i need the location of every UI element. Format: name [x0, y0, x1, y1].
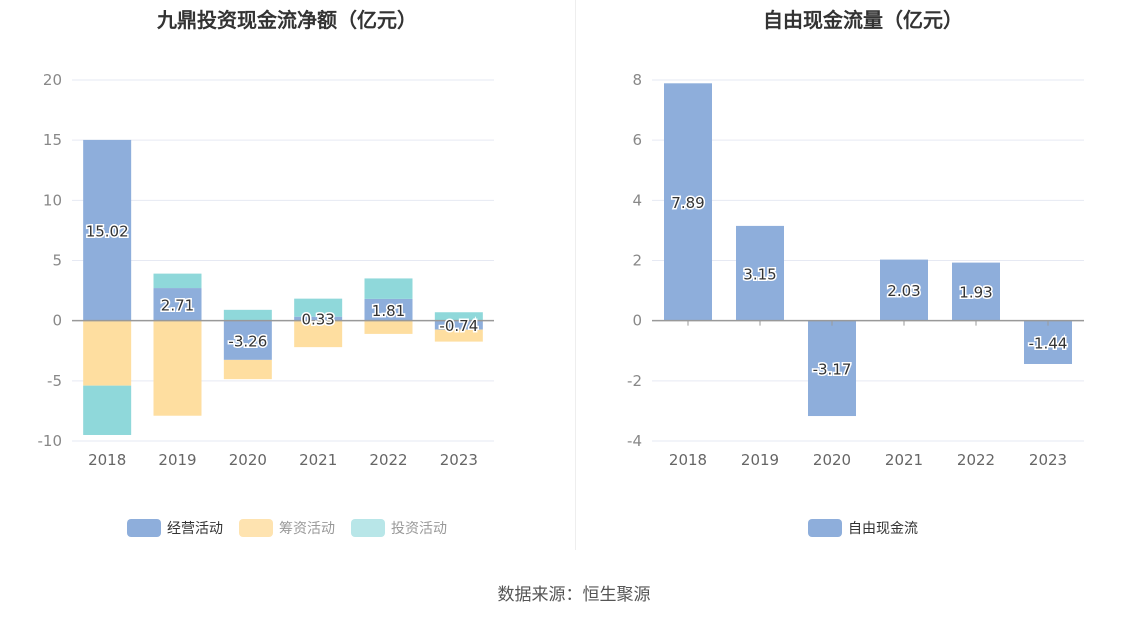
panel-divider	[575, 0, 576, 550]
bar	[223, 309, 272, 321]
bar	[364, 320, 413, 334]
legend-swatch	[127, 519, 161, 537]
legend-item-free-cash-flow[interactable]: 自由现金流	[808, 518, 918, 538]
bar	[83, 385, 132, 435]
y-tick-label: -4	[627, 432, 642, 450]
bar	[364, 298, 413, 321]
bar	[736, 225, 784, 321]
y-tick-label: -2	[627, 372, 642, 390]
bar	[83, 320, 132, 386]
bar	[223, 359, 272, 380]
data-label: 15.02	[86, 222, 129, 240]
y-tick-label: 6	[632, 131, 642, 149]
x-tick-label: 2019	[158, 451, 196, 469]
legend-label: 投资活动	[391, 521, 447, 537]
x-tick-label: 2020	[229, 451, 267, 469]
bar	[434, 312, 483, 321]
bar	[153, 320, 202, 416]
bar	[364, 278, 413, 299]
legend-label: 经营活动	[167, 521, 223, 537]
bar	[808, 320, 856, 417]
y-tick-label: 20	[43, 71, 62, 89]
bar	[880, 259, 928, 321]
legend-swatch	[808, 519, 842, 537]
data-label: -3.17	[813, 360, 852, 378]
bar	[153, 288, 202, 321]
chart-title: 九鼎投资现金流净额（亿元）	[157, 8, 417, 32]
free-cash-flow-chart: 8 6 4 2 0 -2 -4 2018 2019 2020 2021 2022 2023 7.89 3.1…	[627, 71, 1084, 469]
bar	[294, 316, 343, 321]
legend-label: 筹资活动	[279, 521, 335, 537]
x-tick-label: 2022	[957, 451, 995, 469]
bar	[952, 262, 1000, 321]
y-tick-label: 10	[43, 191, 62, 209]
y-tick-label: 15	[43, 131, 62, 149]
data-label: 3.15	[743, 265, 776, 283]
bar	[83, 139, 132, 321]
x-tick-label: 2018	[669, 451, 707, 469]
bar	[294, 320, 343, 348]
bar	[294, 298, 343, 317]
y-tick-label: 8	[632, 71, 642, 89]
bar	[434, 329, 483, 342]
legend: 经营活动 筹资活动 投资活动	[0, 518, 574, 538]
bar	[153, 273, 202, 289]
data-label: 2.03	[887, 282, 920, 300]
chart-title: 自由现金流量（亿元）	[763, 8, 963, 32]
legend-item-financing[interactable]: 筹资活动	[239, 518, 335, 538]
x-tick-label: 2020	[813, 451, 851, 469]
y-tick-label: -5	[47, 372, 62, 390]
data-label: 1.81	[372, 302, 405, 320]
x-tick-label: 2021	[885, 451, 923, 469]
legend-label: 自由现金流	[848, 521, 918, 537]
y-tick-label: 4	[632, 191, 642, 209]
right-chart-panel: 自由现金流量（亿元） 8 6 4 2 0 -2 -4 2018 2019 2020 2021 2022…	[576, 0, 1148, 560]
bar	[434, 320, 483, 330]
x-tick-label: 2023	[1029, 451, 1067, 469]
legend-item-investing[interactable]: 投资活动	[351, 518, 447, 538]
data-label: -1.44	[1029, 334, 1068, 352]
x-tick-label: 2023	[440, 451, 478, 469]
y-tick-label: 0	[52, 312, 62, 330]
x-tick-label: 2019	[741, 451, 779, 469]
x-tick-label: 2018	[88, 451, 126, 469]
legend-swatch	[239, 519, 273, 537]
data-label: 7.89	[671, 194, 704, 212]
y-tick-label: 5	[52, 252, 62, 270]
y-tick-label: 0	[632, 312, 642, 330]
x-tick-label: 2021	[299, 451, 337, 469]
data-label: -3.26	[228, 332, 267, 350]
bar	[1024, 320, 1072, 364]
left-chart-panel: 九鼎投资现金流净额（亿元） 20 15 10 5 0 -5 -10 2018 2019 2020 2…	[0, 0, 574, 560]
data-label: 1.93	[959, 284, 992, 302]
data-label: -0.74	[439, 317, 478, 335]
data-label: 0.33	[301, 311, 334, 329]
y-tick-label: -10	[38, 432, 63, 450]
legend-swatch	[351, 519, 385, 537]
x-tick-label: 2022	[369, 451, 407, 469]
bar	[223, 320, 272, 360]
data-label: 2.71	[161, 296, 194, 314]
y-tick-label: 2	[632, 252, 642, 270]
cash-flow-chart: 20 15 10 5 0 -5 -10 2018 2019 2020 2021 2022 2023 15.…	[38, 71, 494, 469]
bar	[664, 83, 712, 321]
legend: 自由现金流	[576, 518, 1148, 538]
source-note: 数据来源：恒生聚源	[497, 585, 651, 605]
legend-item-operating[interactable]: 经营活动	[127, 518, 223, 538]
